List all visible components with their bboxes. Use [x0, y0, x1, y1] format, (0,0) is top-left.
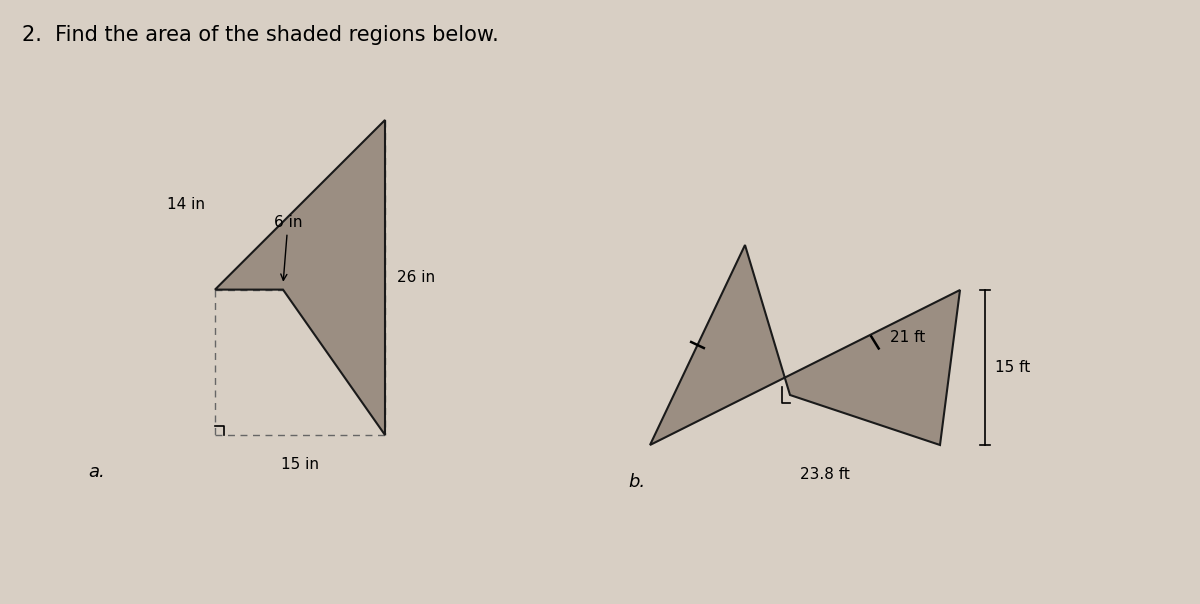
Text: 2.  Find the area of the shaded regions below.: 2. Find the area of the shaded regions b… — [22, 25, 499, 45]
Text: 26 in: 26 in — [397, 270, 436, 285]
Text: 15 ft: 15 ft — [995, 360, 1031, 375]
Text: a.: a. — [88, 463, 104, 481]
Text: 6 in: 6 in — [274, 214, 302, 280]
Polygon shape — [215, 120, 385, 435]
Polygon shape — [650, 245, 960, 445]
Text: 21 ft: 21 ft — [890, 330, 925, 345]
Text: 14 in: 14 in — [167, 198, 205, 213]
Text: 15 in: 15 in — [281, 457, 319, 472]
Text: b.: b. — [628, 473, 646, 491]
Text: 23.8 ft: 23.8 ft — [800, 467, 850, 482]
